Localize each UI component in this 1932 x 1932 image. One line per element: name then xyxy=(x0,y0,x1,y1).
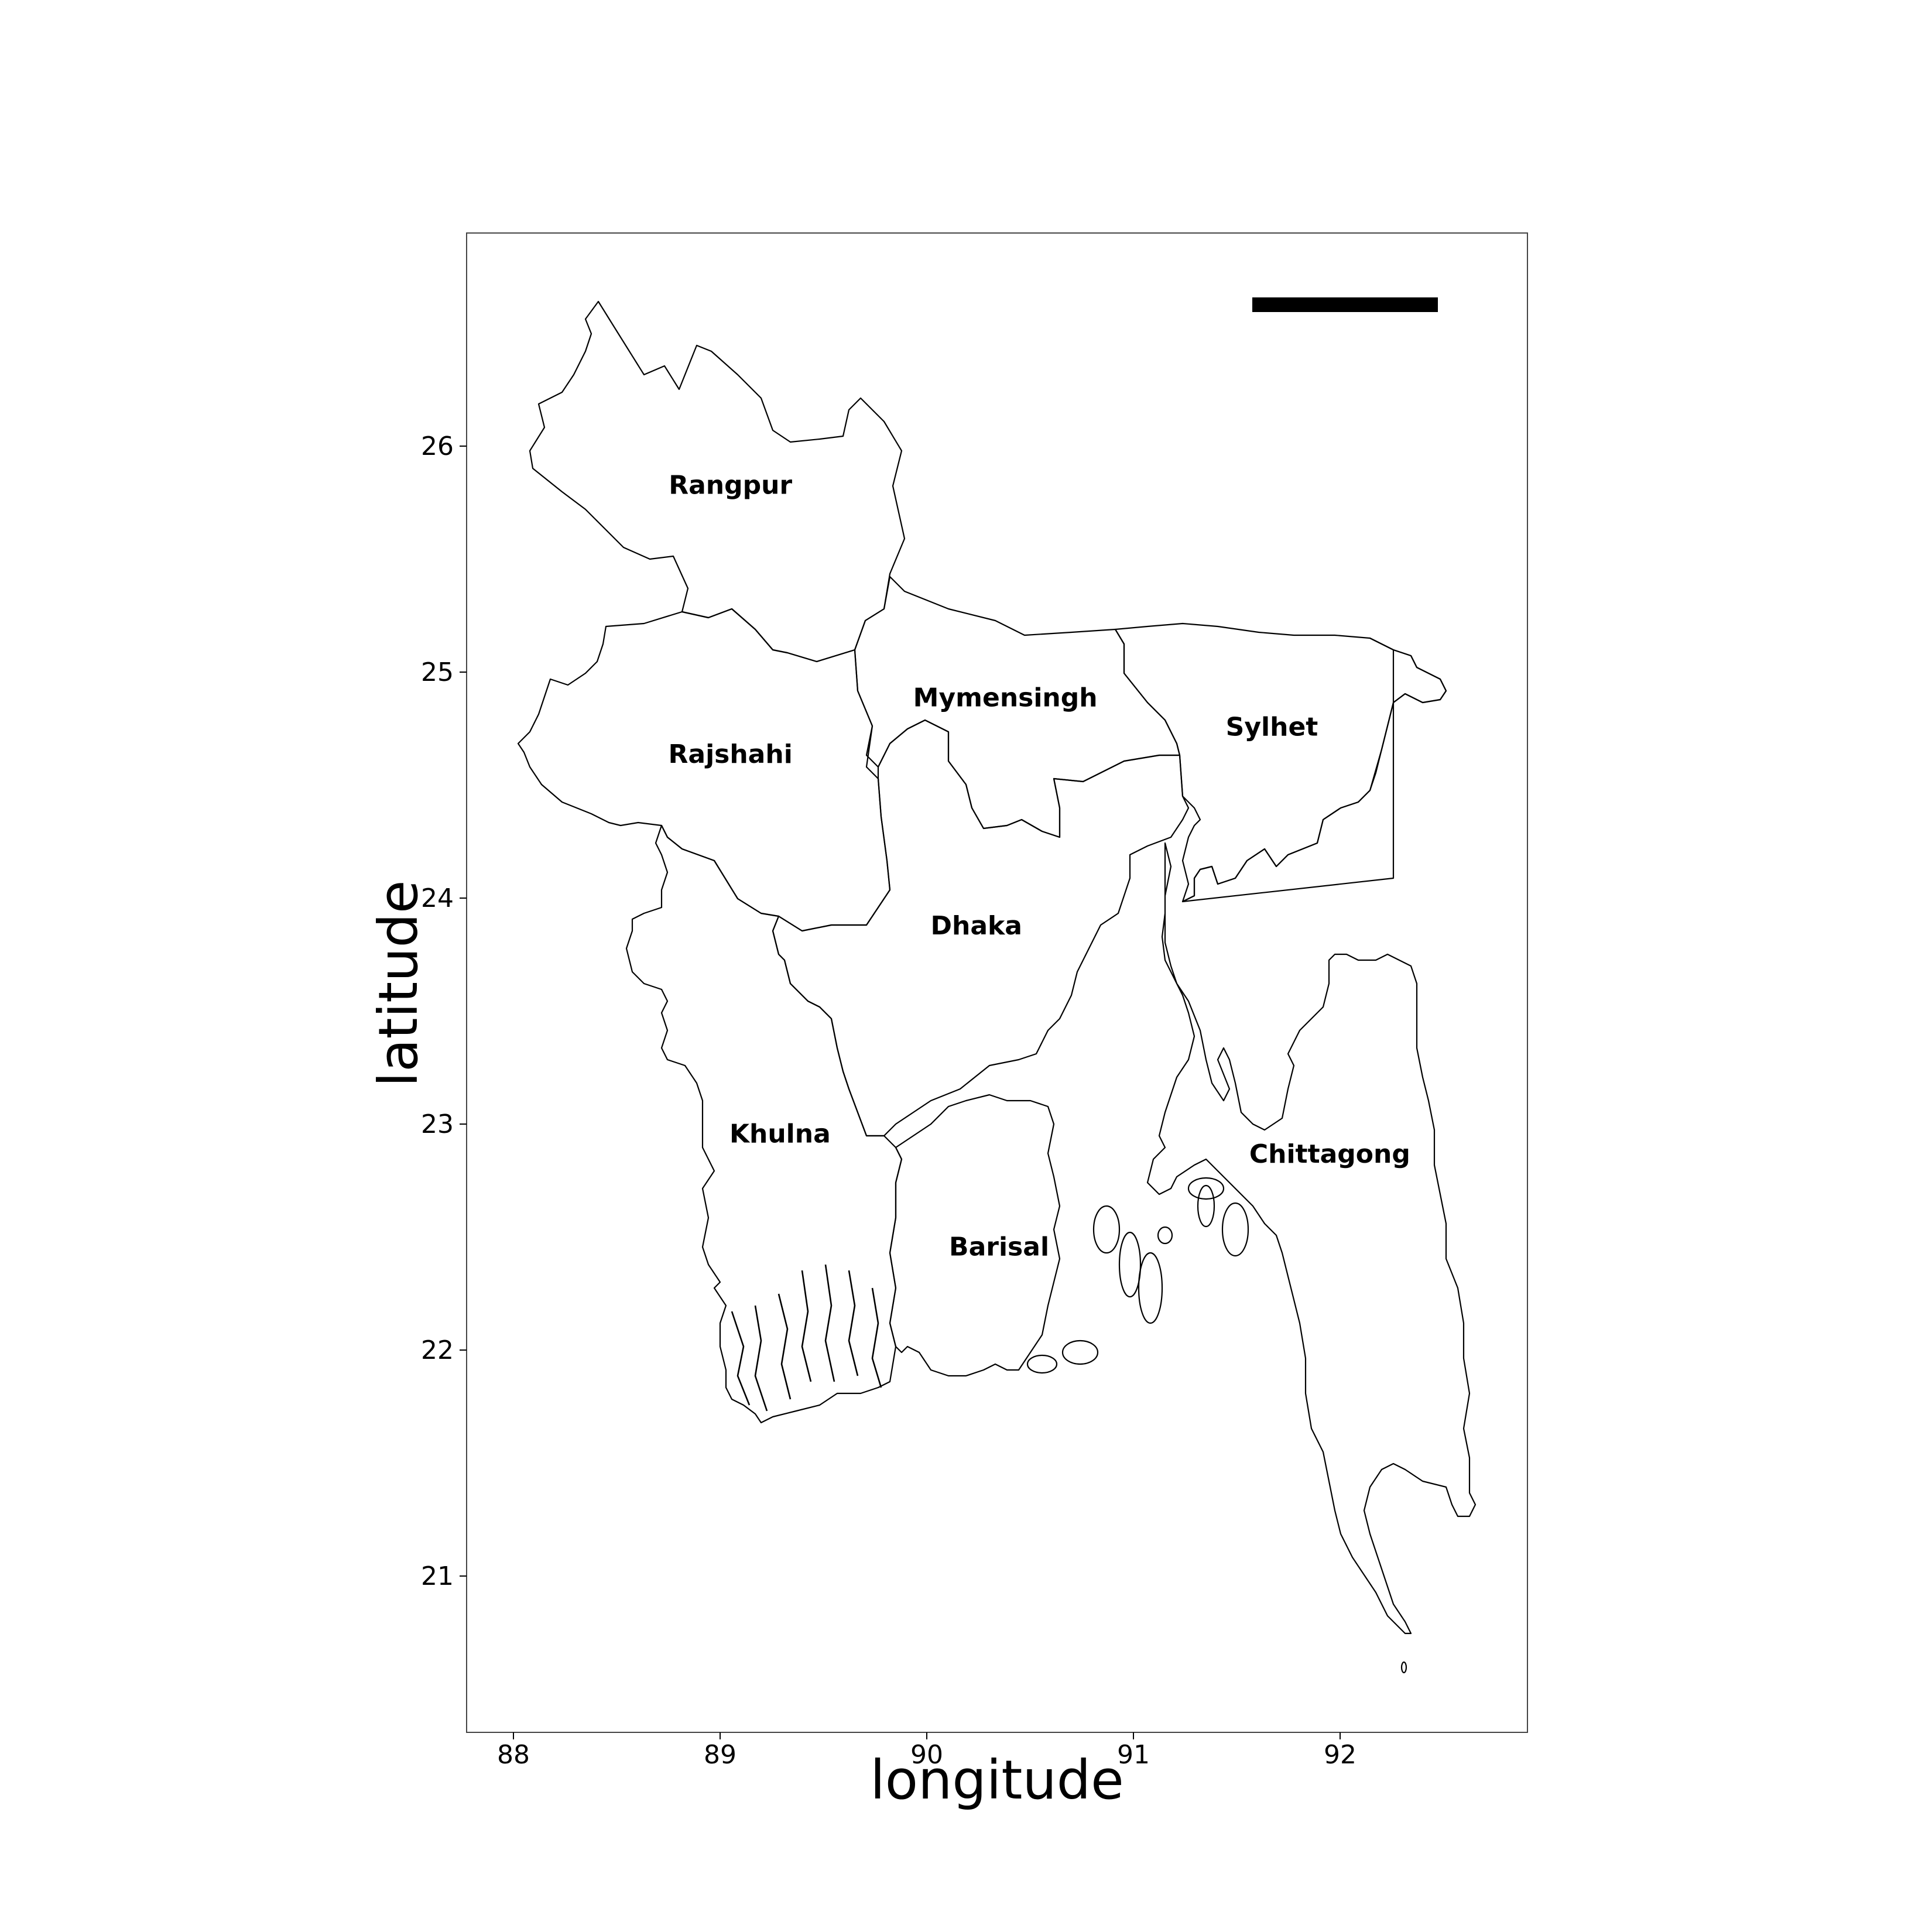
sundarbans-rivers xyxy=(731,1264,882,1412)
island xyxy=(1197,1184,1215,1228)
island xyxy=(1026,1354,1058,1374)
x-tick-label: 89 xyxy=(704,1740,737,1770)
region-label-khulna: Khulna xyxy=(729,1119,831,1149)
region-label-rajshahi: Rajshahi xyxy=(669,739,793,769)
map-axes-frame xyxy=(466,232,1528,1733)
island xyxy=(1118,1231,1142,1298)
x-tick-label: 92 xyxy=(1324,1740,1356,1770)
island xyxy=(1221,1202,1249,1257)
island xyxy=(1092,1205,1121,1254)
x-tick-label: 91 xyxy=(1117,1740,1150,1770)
scale-bar xyxy=(1252,297,1438,312)
y-tick-label: 21 xyxy=(421,1561,454,1591)
y-tick-label: 22 xyxy=(421,1335,454,1365)
barisal-boundary xyxy=(889,1094,1061,1377)
division-boundaries xyxy=(517,300,1477,1674)
y-tick-label: 24 xyxy=(421,883,454,913)
island xyxy=(1138,1252,1163,1324)
khulna-boundary xyxy=(625,824,903,1424)
y-tick-label: 23 xyxy=(421,1109,454,1139)
x-tick-label: 90 xyxy=(910,1740,943,1770)
y-tick-label: 26 xyxy=(421,431,454,461)
x-axis: 88 89 90 91 92 xyxy=(497,1732,1356,1770)
region-label-barisal: Barisal xyxy=(949,1232,1049,1262)
region-label-rangpur: Rangpur xyxy=(669,470,792,500)
island xyxy=(1157,1226,1173,1245)
island xyxy=(1400,1661,1407,1674)
rajshahi-boundary xyxy=(517,608,891,932)
region-label-dhaka: Dhaka xyxy=(930,911,1022,941)
island xyxy=(1061,1340,1099,1365)
y-axis-label: latitude xyxy=(367,881,430,1087)
region-labels: Rangpur Rajshahi Mymensingh Sylhet Dhaka Khul… xyxy=(669,470,1410,1262)
region-label-mymensingh: Mymensingh xyxy=(913,683,1098,712)
chittagong-boundary xyxy=(1146,637,1477,1635)
y-tick-label: 25 xyxy=(421,657,454,687)
x-tick-label: 88 xyxy=(497,1740,530,1770)
region-label-chittagong: Chittagong xyxy=(1249,1139,1410,1169)
y-axis: 21 22 23 24 25 26 xyxy=(421,431,467,1591)
region-label-sylhet: Sylhet xyxy=(1226,712,1318,742)
island xyxy=(1187,1177,1225,1200)
x-axis-label: longitude xyxy=(870,1749,1124,1811)
